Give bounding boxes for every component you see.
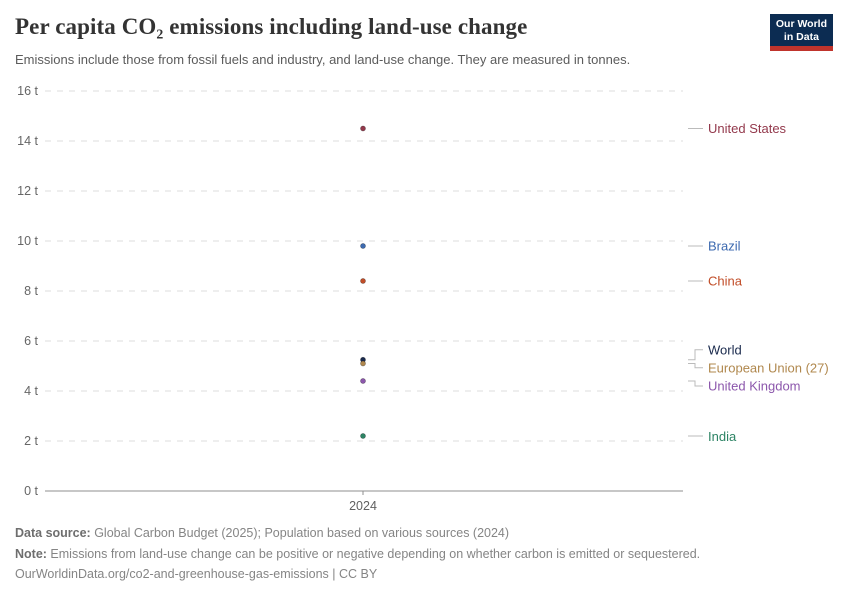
citation-line: OurWorldinData.org/co2-and-greenhouse-ga… <box>15 564 700 585</box>
owid-logo-line1: Our World <box>775 18 827 30</box>
data-point-brazil[interactable] <box>360 243 366 249</box>
note-label: Note: <box>15 546 47 561</box>
data-source-text: Global Carbon Budget (2025); Population … <box>90 526 510 540</box>
y-tick-label: 14 t <box>17 134 38 148</box>
y-tick-label: 4 t <box>24 384 38 398</box>
series-label-european-union-27[interactable]: European Union (27) <box>708 360 829 375</box>
series-label-india[interactable]: India <box>708 429 737 444</box>
label-connector <box>688 380 703 387</box>
label-connector <box>688 363 703 369</box>
note-text: Emissions from land-use change can be po… <box>46 546 701 561</box>
data-point-united-states[interactable] <box>360 125 366 132</box>
y-tick-label: 2 t <box>24 434 38 448</box>
data-source-line: Data source: Global Carbon Budget (2025)… <box>15 523 700 544</box>
series-label-united-kingdom[interactable]: United Kingdom <box>708 379 801 394</box>
chart-title: Per capita CO₂ emissions including land-… <box>15 14 528 39</box>
note-line: Note: Emissions from land-use change can… <box>15 544 700 565</box>
y-tick-label: 6 t <box>24 334 38 348</box>
scatter-plot: 0 t 2 t 4 t 6 t 8 t 10 t 12 t 14 t 16 t 2024 Unite… <box>17 84 829 513</box>
y-tick-label: 10 t <box>17 234 38 248</box>
series-label-world[interactable]: World <box>708 342 742 357</box>
y-tick-label: 12 t <box>17 184 38 198</box>
owid-logo-line2: in Data <box>783 30 819 43</box>
chart-subtitle: Emissions include those from fossil fuel… <box>15 52 631 67</box>
y-tick-label: 8 t <box>24 284 38 298</box>
chart-footer: Data source: Global Carbon Budget (2025)… <box>15 523 700 585</box>
label-connector <box>688 349 703 361</box>
series-label-brazil[interactable]: Brazil <box>708 239 741 254</box>
data-point-european-union-27[interactable] <box>360 360 366 367</box>
data-source-label: Data source: <box>15 526 91 540</box>
series-label-united-states[interactable]: United States <box>708 121 787 136</box>
x-tick-label: 2024 <box>349 499 377 513</box>
series-label-china[interactable]: China <box>708 274 743 289</box>
y-tick-label: 0 t <box>24 484 38 498</box>
y-tick-label: 16 t <box>17 84 38 98</box>
citation-link[interactable]: OurWorldinData.org/co2-and-greenhouse-ga… <box>15 567 378 581</box>
owid-logo[interactable]: Our World in Data <box>769 14 833 51</box>
data-point-india[interactable] <box>360 433 366 439</box>
data-point-china[interactable] <box>360 278 366 284</box>
data-point-united-kingdom[interactable] <box>360 378 366 384</box>
